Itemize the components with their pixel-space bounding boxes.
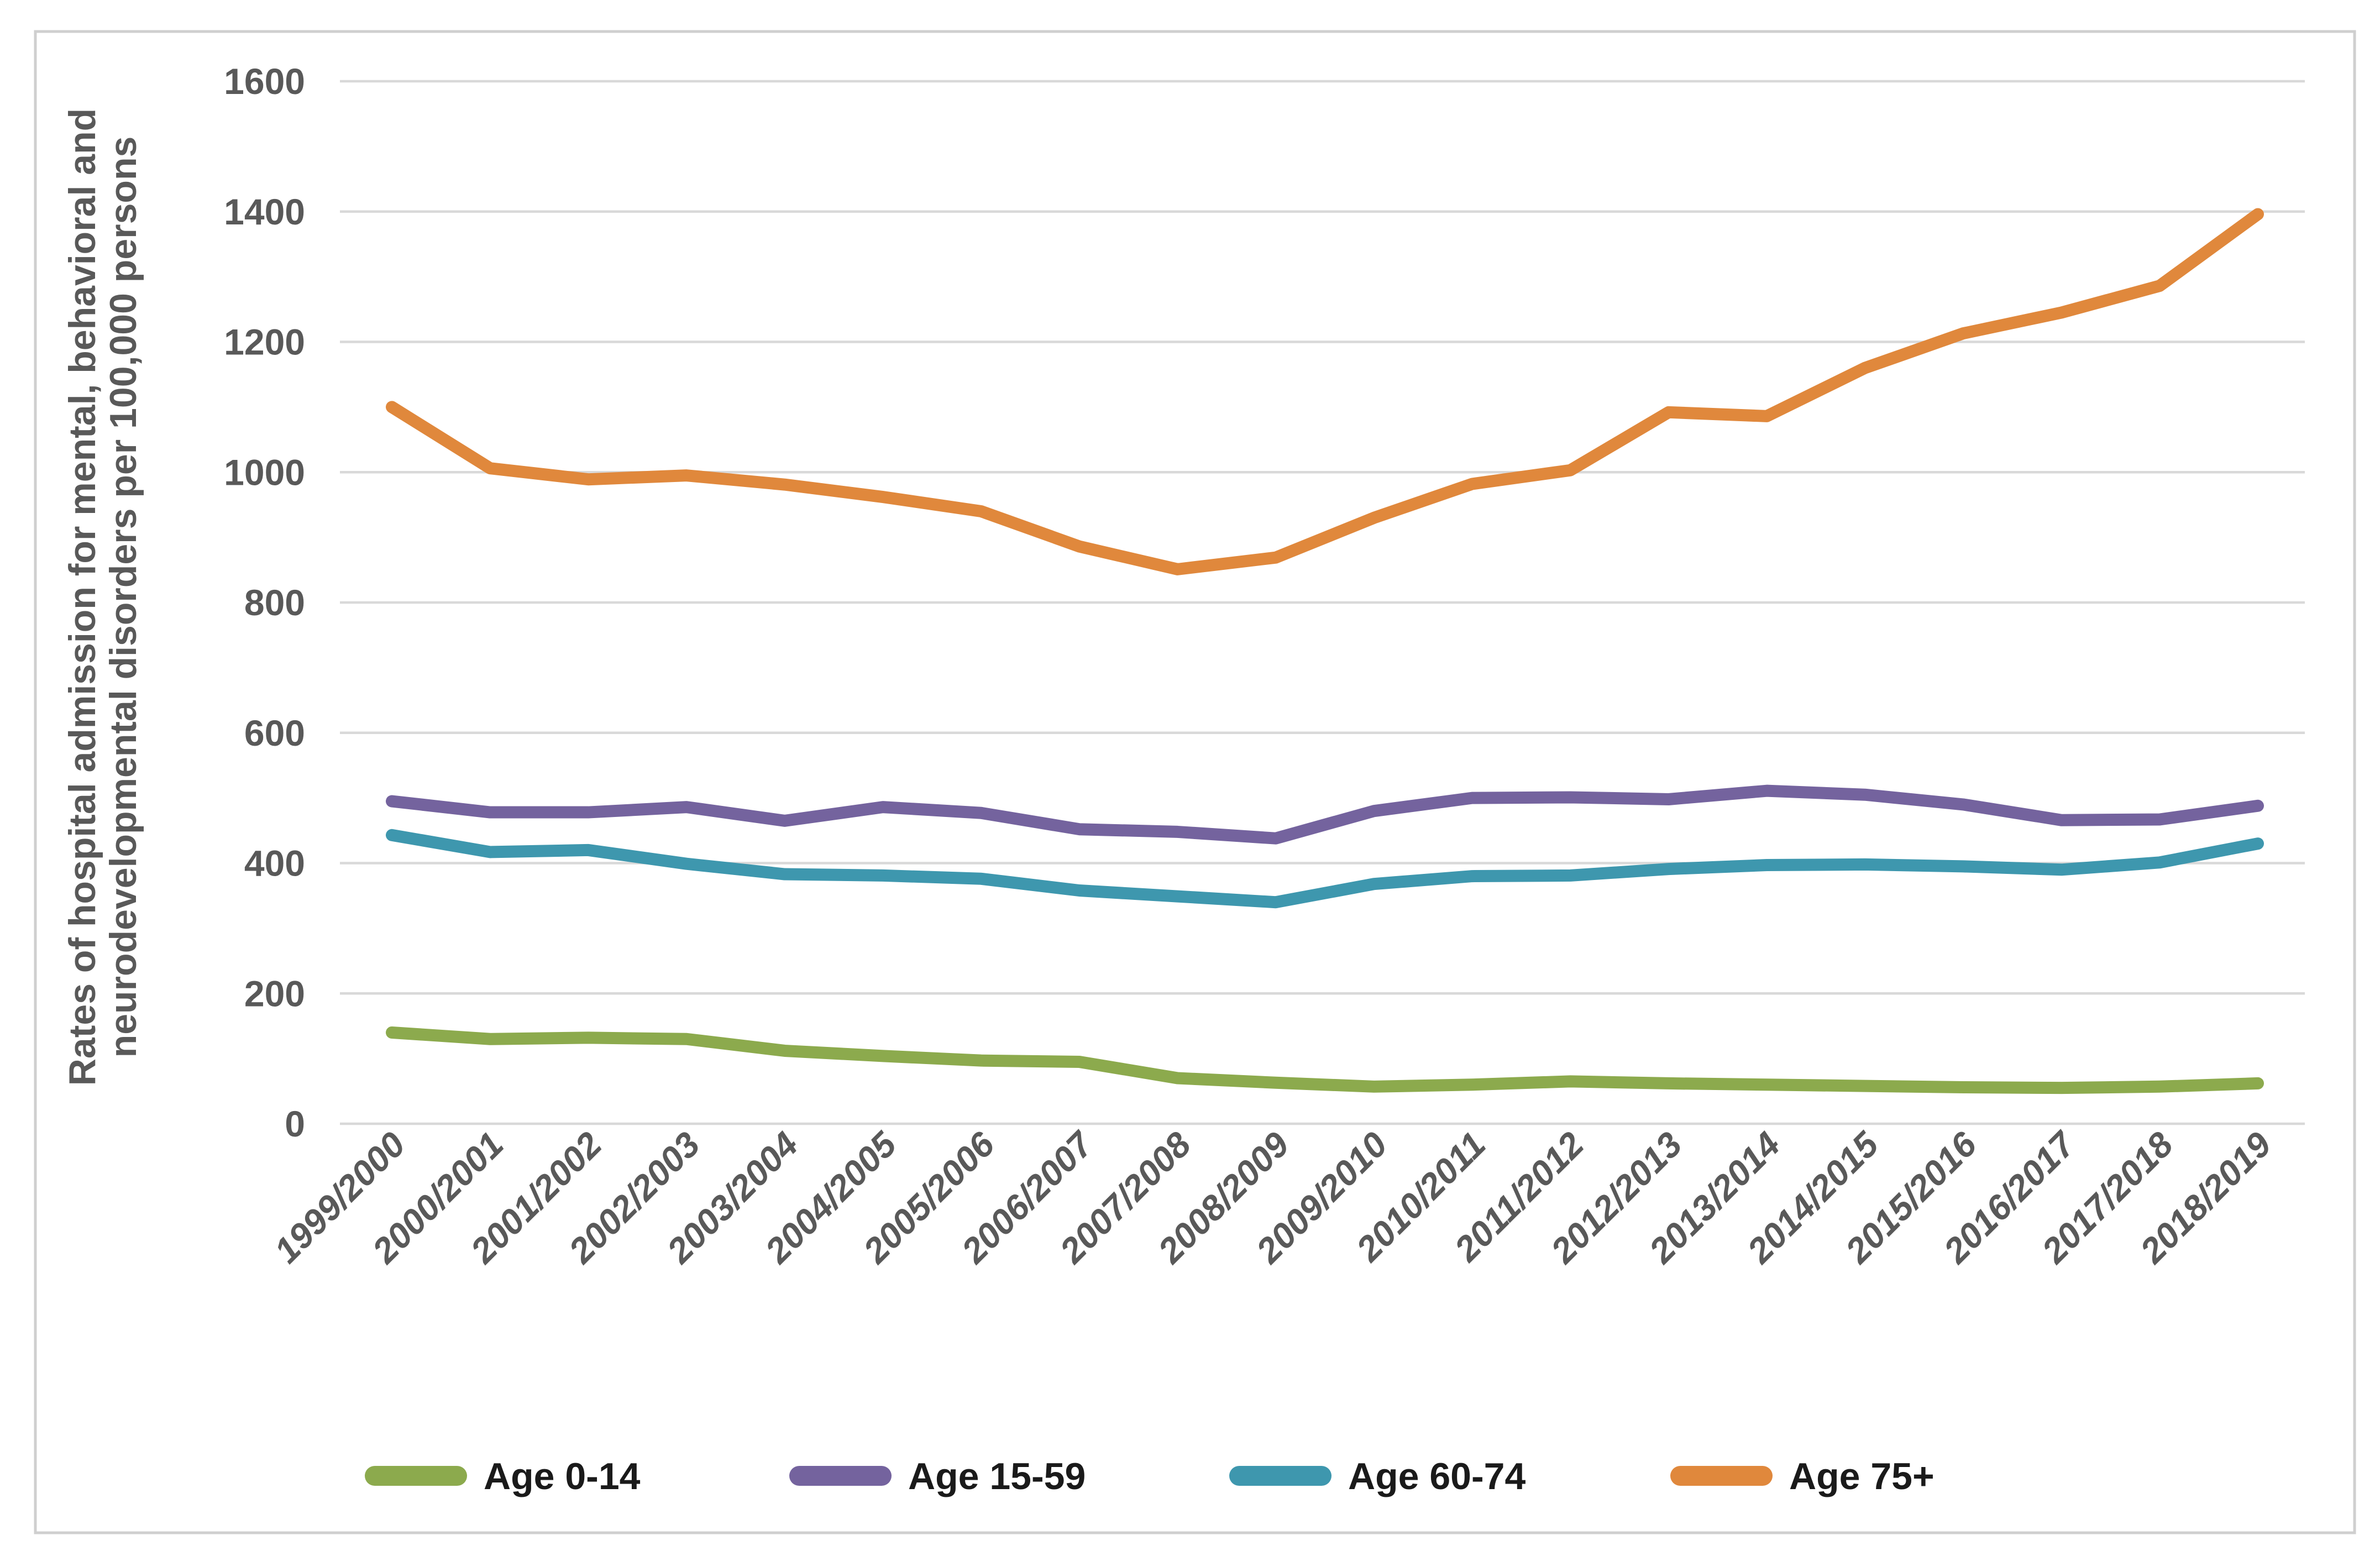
- legend: Age 0-14 Age 15-59 Age 60-74 Age 75+: [365, 1455, 1935, 1497]
- series-line-age-15-59: [386, 784, 2264, 845]
- legend-swatch-age-60-74: [1229, 1466, 1331, 1486]
- y-axis-tick-label: 1400: [224, 191, 305, 232]
- y-axis-tick-label: 200: [244, 973, 305, 1014]
- legend-label: Age 15-59: [908, 1455, 1086, 1497]
- y-axis-tick-label: 800: [244, 582, 305, 623]
- y-axis-tick-label: 1600: [224, 61, 305, 102]
- legend-label: Age 0-14: [484, 1455, 641, 1497]
- legend-item-age-60-74: Age 60-74: [1229, 1455, 1525, 1497]
- series-line-age-60-74: [386, 829, 2264, 909]
- legend-swatch-age-0-14: [365, 1466, 467, 1486]
- y-axis-title-line-1: Rates of hospital admission for mental, …: [61, 108, 103, 1086]
- legend-swatch-age-15-59: [789, 1466, 892, 1486]
- y-axis-tick-label: 0: [285, 1103, 305, 1144]
- legend-label: Age 60-74: [1348, 1455, 1525, 1497]
- figure-border: [34, 30, 2356, 1534]
- legend-swatch-age-75: [1670, 1466, 1773, 1486]
- legend-item-age-75: Age 75+: [1670, 1455, 1935, 1497]
- y-axis-title: Rates of hospital admission for mental, …: [61, 108, 144, 1086]
- y-axis-tick-label: 600: [244, 712, 305, 753]
- y-axis-tick-label: 400: [244, 843, 305, 884]
- y-axis-tick-label: 1000: [224, 452, 305, 493]
- y-axis-tick-label: 1200: [224, 322, 305, 363]
- series-group: [386, 208, 2264, 1094]
- legend-label: Age 75+: [1789, 1455, 1935, 1497]
- series-line-age-75: [386, 208, 2264, 575]
- y-axis-title-line-2: neurodevelopmental disorders per 100,000…: [102, 137, 144, 1058]
- y-axis-tick-labels: 0 200 400 600 800 1000 1200 1400 1600: [224, 61, 305, 1144]
- legend-item-age-15-59: Age 15-59: [789, 1455, 1086, 1497]
- legend-item-age-0-14: Age 0-14: [365, 1455, 641, 1497]
- series-line-age-0-14: [386, 1026, 2264, 1094]
